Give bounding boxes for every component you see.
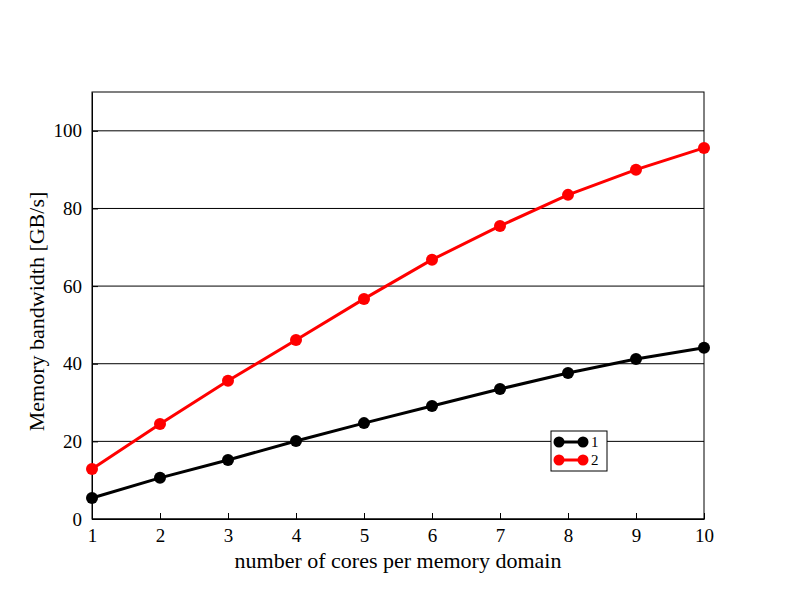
tick-label: 7: [496, 525, 506, 546]
tick-mark: [500, 513, 501, 519]
tick-mark: [228, 513, 229, 519]
point: [358, 417, 370, 429]
chart: 1234567891002040608010012number of cores…: [0, 0, 792, 612]
tick: 0: [73, 509, 99, 530]
tick: 6: [428, 513, 438, 546]
point: [494, 383, 506, 395]
legend: 12: [551, 431, 607, 471]
marks: [86, 142, 710, 504]
y-axis: 0 20 40 60 80 100: [54, 93, 99, 530]
tick-label: 20: [63, 431, 82, 452]
tick-mark: [92, 208, 98, 209]
plot: 1234567891002040608010012: [54, 92, 715, 546]
tick: 10: [695, 513, 714, 546]
tick-label: 60: [63, 276, 82, 297]
tick-mark: [92, 364, 98, 365]
tick: 5: [360, 513, 370, 546]
point: [358, 293, 370, 305]
point: [426, 254, 438, 266]
grid-line: [92, 130, 704, 131]
legend-box: [551, 431, 607, 471]
legend-marker: [578, 437, 589, 448]
tick: 9: [632, 513, 642, 546]
tick-mark: [92, 519, 98, 520]
grid-line: [92, 441, 704, 442]
tick: 60: [63, 276, 98, 297]
tick: 20: [63, 431, 98, 452]
tick-label: 6: [428, 525, 438, 546]
series-line: [92, 148, 704, 469]
tick-mark: [296, 513, 297, 519]
legend-label: 1: [591, 434, 599, 450]
tick-mark: [704, 513, 705, 519]
point: [154, 472, 166, 484]
tick-label: 5: [360, 525, 370, 546]
tick-label: 0: [73, 509, 83, 530]
y-axis-title: Memory bandwidth [GB/s]: [24, 192, 49, 432]
legend-marker: [578, 455, 589, 466]
x-axis-title: number of cores per memory domain: [235, 548, 562, 573]
x-axis: 1 2 3 4 5 6 7 8 9 10: [88, 513, 714, 546]
point: [86, 463, 98, 475]
tick: 4: [292, 513, 302, 546]
tick-label: 2: [156, 525, 166, 546]
tick-label: 100: [54, 120, 83, 141]
point: [562, 367, 574, 379]
axis-line: [92, 93, 93, 520]
tick: 7: [496, 513, 506, 546]
point: [630, 353, 642, 365]
tick-label: 1: [88, 525, 98, 546]
tick: 40: [63, 353, 98, 374]
tick-label: 40: [63, 353, 82, 374]
point: [426, 400, 438, 412]
tick-label: 3: [224, 525, 234, 546]
tick-mark: [92, 286, 98, 287]
tick-mark: [160, 513, 161, 519]
tick-label: 4: [292, 525, 302, 546]
tick: 3: [224, 513, 234, 546]
tick-mark: [92, 131, 98, 132]
point: [698, 342, 710, 354]
tick-mark: [568, 513, 569, 519]
series-line: [92, 348, 704, 498]
legend-marker: [554, 455, 565, 466]
legend-marker: [554, 437, 565, 448]
point: [290, 435, 302, 447]
tick-label: 9: [632, 525, 642, 546]
tick: 100: [54, 120, 99, 141]
grid: [92, 131, 704, 519]
grid-line: [92, 286, 704, 287]
legend-item: 2: [554, 452, 599, 468]
legend-item: 1: [554, 434, 599, 450]
tick-label: 10: [695, 525, 714, 546]
point: [222, 454, 234, 466]
axis-line: [93, 519, 705, 520]
tick: 80: [63, 198, 98, 219]
tick: 2: [156, 513, 166, 546]
legend-label: 2: [591, 452, 599, 468]
tick-label: 8: [564, 525, 574, 546]
tick-label: 80: [63, 198, 82, 219]
point: [494, 220, 506, 232]
tick: 8: [564, 513, 574, 546]
point: [86, 492, 98, 504]
point: [154, 418, 166, 430]
plot-frame: [92, 92, 704, 519]
tick-mark: [92, 441, 98, 442]
point: [562, 189, 574, 201]
tick-mark: [432, 513, 433, 519]
point: [698, 142, 710, 154]
tick-mark: [636, 513, 637, 519]
tick-mark: [364, 513, 365, 519]
point: [630, 164, 642, 176]
point: [290, 334, 302, 346]
point: [222, 375, 234, 387]
grid-line: [92, 208, 704, 209]
